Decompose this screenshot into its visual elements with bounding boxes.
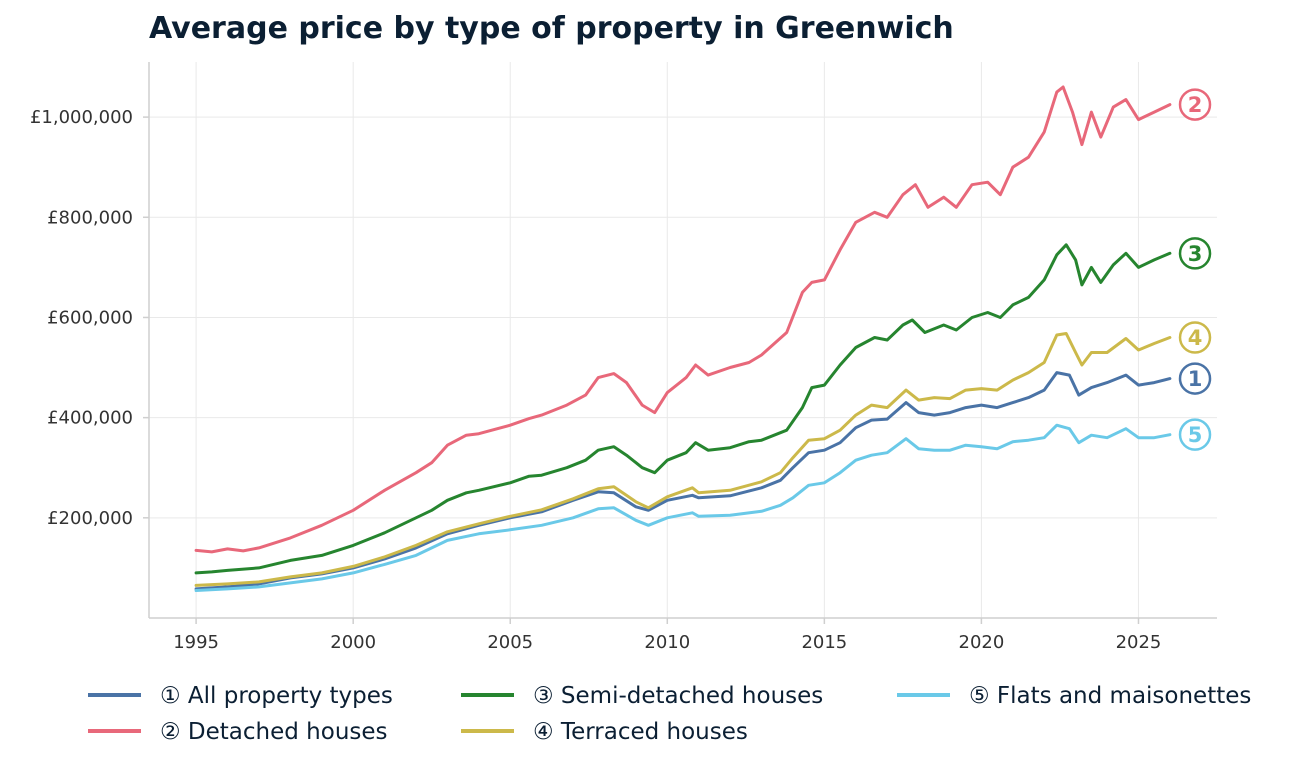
end-marker-circle — [1178, 237, 1212, 270]
legend-entry-1: ① All property types — [88, 683, 393, 709]
axes — [148, 62, 1217, 619]
y-tick-label: £200,000 — [47, 508, 133, 529]
legend-label: ② Detached houses — [160, 719, 388, 745]
legend: ① All property types ② Detached houses ③ S… — [88, 683, 1251, 745]
end-markers: 1 2 3 4 5 — [1178, 88, 1212, 451]
end-marker-circle — [1178, 321, 1212, 354]
series-line-5 — [194, 423, 1172, 592]
y-tick-label: £1,000,000 — [30, 107, 133, 128]
legend-label: ③ Semi-detached houses — [533, 683, 823, 709]
end-marker-label: 3 — [1188, 242, 1203, 266]
end-marker-circle — [1178, 362, 1212, 395]
grid — [149, 62, 1217, 618]
end-marker-label: 4 — [1188, 326, 1203, 350]
x-tick-label: 2015 — [801, 632, 847, 653]
end-marker-label: 5 — [1188, 423, 1203, 447]
end-marker-3: 3 — [1178, 237, 1212, 270]
series-line-2 — [194, 85, 1172, 554]
y-tick-label: £600,000 — [47, 307, 133, 328]
x-tick-label: 2010 — [644, 632, 690, 653]
y-tick-labels: £200,000 £400,000 £600,000 £800,000 £1,000,0… — [30, 107, 149, 529]
end-marker-circle — [1178, 88, 1212, 121]
series-line-3 — [194, 243, 1172, 575]
end-marker-2: 2 — [1178, 88, 1212, 121]
y-tick-label: £400,000 — [47, 408, 133, 429]
x-tick-label: 2025 — [1116, 632, 1162, 653]
legend-label: ⑤ Flats and maisonettes — [969, 683, 1251, 709]
legend-entry-3: ③ Semi-detached houses — [461, 683, 823, 709]
end-marker-circle — [1178, 418, 1212, 451]
legend-entry-2: ② Detached houses — [88, 719, 388, 745]
x-tick-label: 2005 — [487, 632, 533, 653]
end-marker-1: 1 — [1178, 362, 1212, 395]
chart-title: Average price by type of property in Gre… — [149, 11, 954, 46]
x-tick-label: 2000 — [330, 632, 376, 653]
x-tick-labels: 1995 2000 2005 2010 2015 2020 2025 — [173, 618, 1161, 653]
series-line-4 — [194, 332, 1172, 587]
end-marker-5: 5 — [1178, 418, 1212, 451]
legend-entry-4: ④ Terraced houses — [461, 719, 748, 745]
x-tick-label: 2020 — [959, 632, 1005, 653]
series-lines — [194, 85, 1172, 592]
series-line-1 — [194, 371, 1172, 591]
x-tick-label: 1995 — [173, 632, 219, 653]
end-marker-label: 2 — [1188, 93, 1203, 117]
legend-label: ① All property types — [160, 683, 393, 709]
legend-entry-5: ⑤ Flats and maisonettes — [897, 683, 1251, 709]
y-tick-label: £800,000 — [47, 207, 133, 228]
end-marker-label: 1 — [1188, 367, 1203, 391]
end-marker-4: 4 — [1178, 321, 1212, 354]
legend-label: ④ Terraced houses — [533, 719, 748, 745]
